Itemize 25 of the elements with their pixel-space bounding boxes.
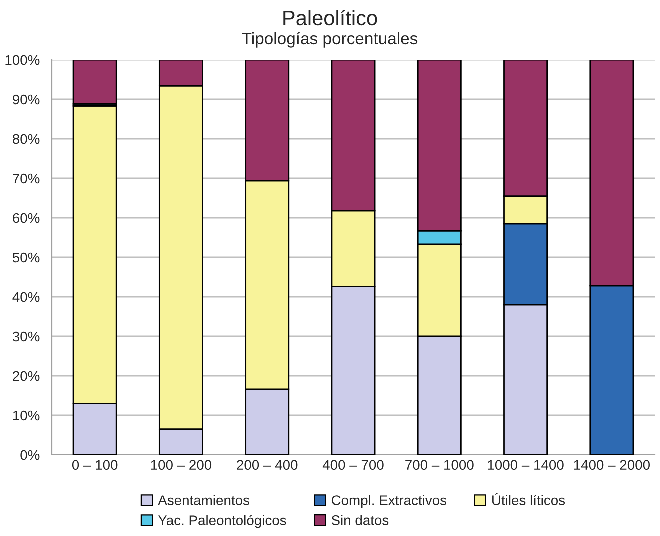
x-tick-label: 1400 – 2000 xyxy=(574,460,650,470)
legend-label: Asentamientos xyxy=(158,495,250,506)
y-tick-label: 80% xyxy=(13,134,40,144)
x-tick-label: 400 – 700 xyxy=(322,460,384,470)
y-tick-label: 50% xyxy=(12,252,40,263)
legend-label: Compl. Extractivos xyxy=(332,495,447,508)
y-tick-label: 90% xyxy=(13,94,40,105)
legend-label: Sin datos xyxy=(332,515,389,526)
y-tick-label: 30% xyxy=(12,332,40,342)
x-tick-label: 200 – 400 xyxy=(237,460,298,470)
chart-title: Paleolítico xyxy=(284,10,378,26)
x-tick-label: 1000 – 1400 xyxy=(488,460,564,470)
chart-subtitle: Tipologías porcentuales xyxy=(242,32,418,48)
x-tick-label: 700 – 1000 xyxy=(406,460,474,470)
x-tick-label: 100 – 200 xyxy=(151,460,212,470)
y-tick-label: 100% xyxy=(6,55,40,66)
y-tick-label: 70% xyxy=(13,174,40,184)
legend-label: Útiles líticos xyxy=(492,493,566,506)
y-tick-label: 10% xyxy=(13,410,40,421)
y-tick-label: 20% xyxy=(13,371,40,382)
y-tick-label: 0% xyxy=(20,450,40,460)
y-tick-label: 60% xyxy=(13,213,40,224)
y-tick-label: 40% xyxy=(12,292,40,302)
x-tick-label: 0 – 100 xyxy=(72,460,118,470)
legend-label: Yac. Paleontológicos xyxy=(158,515,286,528)
